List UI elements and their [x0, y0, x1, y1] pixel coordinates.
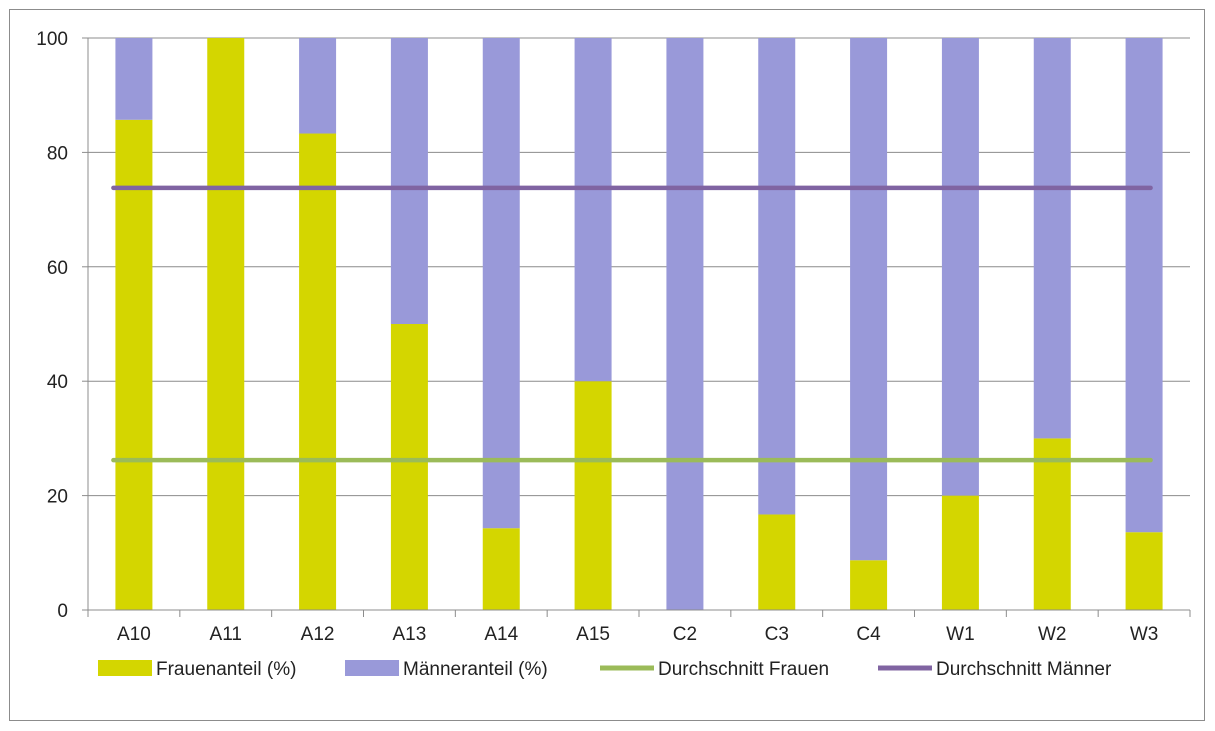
x-tick-label: W2	[1038, 624, 1067, 645]
bar-frauenanteil	[207, 38, 245, 610]
bar-frauenanteil	[758, 514, 796, 610]
y-tick-label: 100	[36, 29, 68, 50]
legend-label-frauenanteil: Frauenanteil (%)	[156, 659, 296, 680]
bar-maenneranteil	[574, 38, 612, 382]
legend-label-maenneranteil: Männeranteil (%)	[403, 659, 548, 680]
bars-layer	[115, 38, 1163, 611]
bar-maenneranteil	[390, 38, 428, 324]
x-tick-label: A13	[393, 624, 427, 645]
bar-frauenanteil	[1125, 532, 1163, 610]
y-tick-label: 20	[47, 487, 68, 508]
bar-maenneranteil	[758, 38, 796, 515]
bar-frauenanteil	[941, 495, 979, 610]
x-tick-label: A14	[484, 624, 518, 645]
bar-frauenanteil	[390, 324, 428, 610]
legend: Frauenanteil (%) Männeranteil (%) Durchs…	[98, 659, 1112, 680]
bar-frauenanteil	[1033, 438, 1071, 610]
x-tick-label: C2	[673, 624, 697, 645]
x-tick-label: A11	[210, 624, 242, 645]
y-tick-label: 0	[57, 601, 68, 622]
x-tick-labels: A10 A11 A12 A13 A14 A15 C2 C3 C4 W1 W2 W…	[117, 624, 1158, 645]
bar-maenneranteil	[299, 38, 337, 134]
y-tick-label: 40	[47, 372, 68, 393]
bar-maenneranteil	[666, 38, 704, 610]
legend-label-durchschnitt-frauen: Durchschnitt Frauen	[658, 659, 829, 680]
bar-frauenanteil	[482, 528, 520, 610]
legend-swatch-maenneranteil	[345, 660, 399, 676]
x-tick-label: W1	[946, 624, 975, 645]
x-tick-label: A15	[576, 624, 610, 645]
bar-maenneranteil	[850, 38, 888, 561]
x-tick-label: A10	[117, 624, 151, 645]
bar-maenneranteil	[941, 38, 979, 496]
bar-frauenanteil	[115, 119, 153, 611]
axis-layer	[82, 37, 1191, 617]
bar-frauenanteil	[574, 381, 612, 610]
average-lines-layer	[111, 185, 1153, 463]
legend-swatch-frauenanteil	[98, 660, 152, 676]
bar-frauenanteil	[850, 560, 888, 610]
y-tick-label: 60	[47, 258, 68, 279]
x-tick-label: W3	[1130, 624, 1159, 645]
bar-maenneranteil	[1125, 38, 1163, 533]
y-tick-labels: 0 20 40 60 80 100	[36, 29, 68, 622]
legend-label-durchschnitt-maenner: Durchschnitt Männer	[936, 659, 1112, 680]
bar-maenneranteil	[115, 38, 153, 120]
x-tick-label: C4	[856, 624, 881, 645]
x-tick-label: C3	[765, 624, 789, 645]
bar-maenneranteil	[482, 38, 520, 529]
x-tick-label: A12	[301, 624, 335, 645]
y-tick-label: 80	[47, 143, 68, 164]
bar-frauenanteil	[299, 133, 337, 611]
grid-layer	[88, 37, 1190, 611]
bar-maenneranteil	[1033, 38, 1071, 439]
